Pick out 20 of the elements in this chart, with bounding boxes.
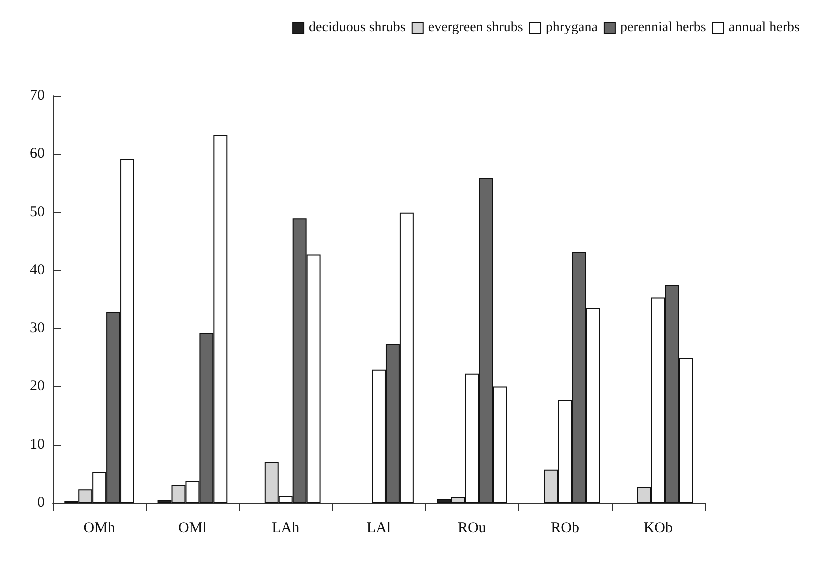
y-tick-label: 70 xyxy=(30,88,45,104)
y-tick-label: 30 xyxy=(30,320,45,337)
x-tick-label: ROu xyxy=(458,520,487,536)
x-tick-label: ROb xyxy=(551,520,580,536)
y-tick-label: 10 xyxy=(30,436,45,453)
legend-label: deciduous shrubs xyxy=(309,20,406,36)
y-tick-label: 60 xyxy=(30,146,45,162)
y-tick-label: 50 xyxy=(30,204,45,220)
x-tick-label: OMl xyxy=(178,520,207,536)
x-tick-label: LAh xyxy=(272,520,300,536)
y-tick-label: 0 xyxy=(38,495,45,511)
legend-label: annual herbs xyxy=(728,20,800,36)
y-tick-label: 20 xyxy=(30,378,45,395)
y-tick-label: 40 xyxy=(30,262,45,278)
legend-label: phrygana xyxy=(546,20,599,36)
x-tick-label: KOb xyxy=(644,520,674,536)
x-tick-label: OMh xyxy=(84,520,116,536)
x-tick-label: LAl xyxy=(366,520,392,536)
legend-label: evergreen shrubs xyxy=(428,20,524,36)
legend-label: perennial herbs xyxy=(620,20,706,36)
